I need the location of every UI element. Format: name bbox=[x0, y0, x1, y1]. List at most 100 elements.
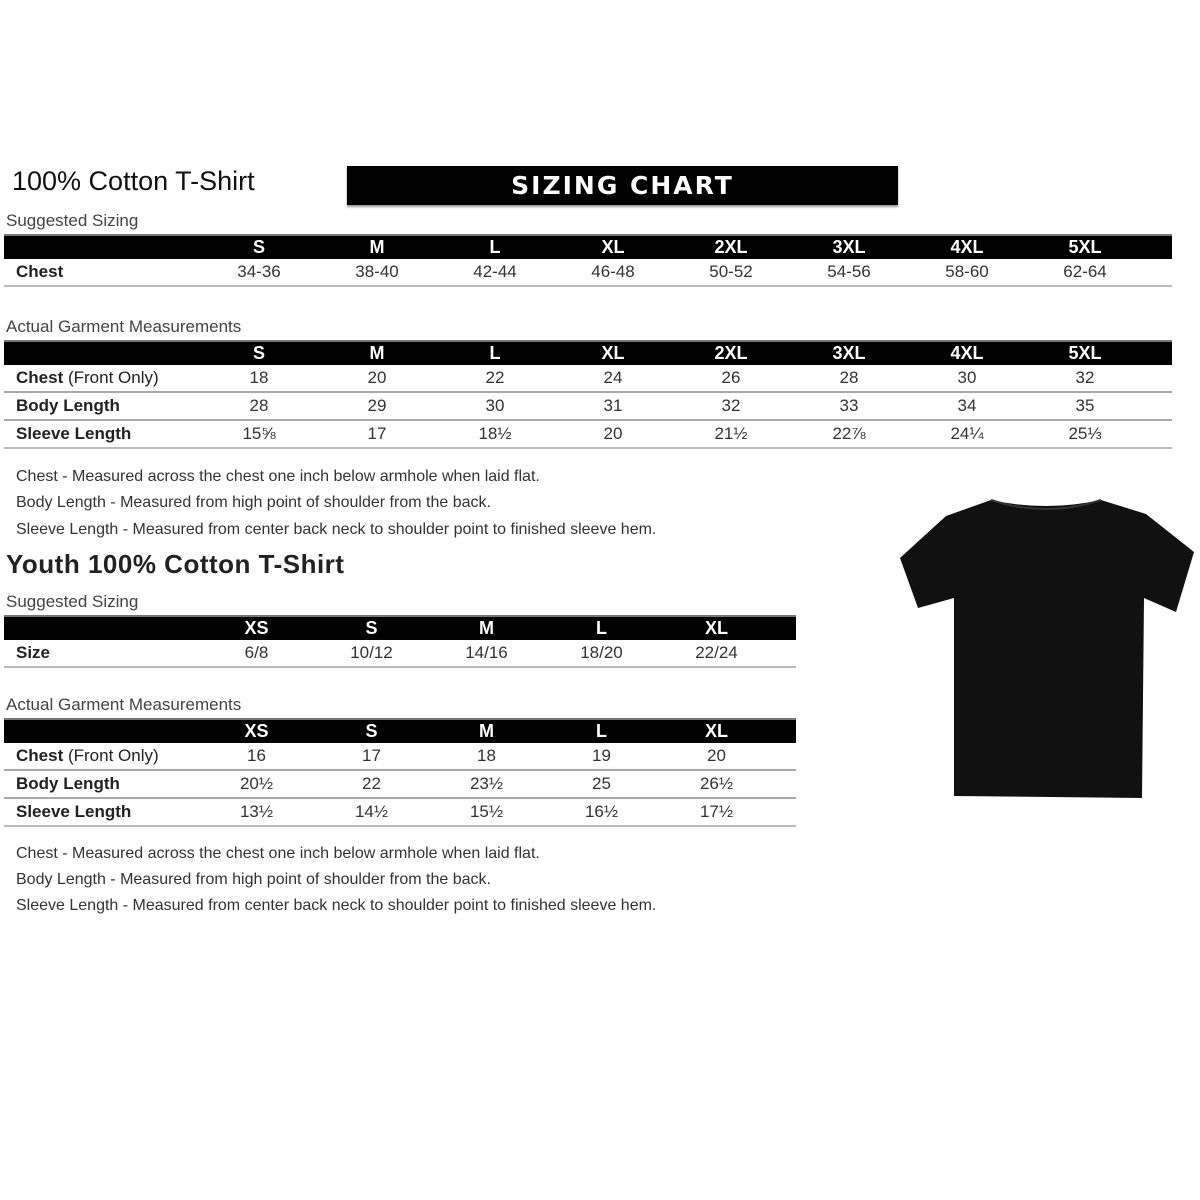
size-header-2xl: 2XL bbox=[714, 343, 748, 363]
size-header-m: M bbox=[479, 721, 494, 741]
size-header-4xl: 4XL bbox=[950, 237, 984, 257]
table-cell: 22 bbox=[362, 774, 381, 793]
size-header-xs: XS bbox=[244, 618, 269, 638]
row-label-suffix: (Front Only) bbox=[63, 368, 159, 387]
table-cell: 18 bbox=[477, 746, 496, 765]
table-cell: 24¼ bbox=[950, 424, 984, 443]
row-label-text: Chest bbox=[16, 368, 64, 387]
size-header-l: L bbox=[489, 343, 501, 363]
size-header-s: S bbox=[252, 343, 265, 363]
table-cell: 20 bbox=[603, 424, 623, 443]
table-cell: 15½ bbox=[469, 802, 504, 821]
table-cell: 15⅝ bbox=[242, 424, 276, 443]
table-cell: 46-48 bbox=[591, 262, 635, 281]
adult-actual-table: S M L XL 2XL 3XL 4XL 5XL Chest (Front Only) 18 20… bbox=[4, 340, 1172, 449]
row-label-text: Chest bbox=[16, 746, 64, 765]
row-label: Chest (Front Only) bbox=[4, 746, 199, 766]
table-cell: 23½ bbox=[469, 774, 504, 793]
size-header-xl: XL bbox=[601, 237, 625, 257]
row-label: Body Length bbox=[4, 396, 200, 416]
table-row: Sleeve Length 13½ 14½ 15½ 16½ 17½ bbox=[4, 799, 796, 827]
size-header-xl: XL bbox=[601, 343, 625, 363]
sizing-chart-banner: SIZING CHART bbox=[347, 166, 898, 205]
size-header-s: S bbox=[365, 721, 378, 741]
table-cell: 54-56 bbox=[827, 262, 871, 281]
youth-note-sleeve-length: Sleeve Length - Measured from center bac… bbox=[16, 897, 657, 914]
table-cell: 20 bbox=[367, 368, 387, 387]
row-label-text: Body Length bbox=[16, 774, 120, 793]
table-cell: 22/24 bbox=[695, 643, 738, 662]
row-label: Chest (Front Only) bbox=[4, 368, 200, 388]
row-label: Chest bbox=[4, 262, 200, 282]
table-cell: 22 bbox=[485, 368, 505, 387]
table-cell: 10/12 bbox=[350, 643, 393, 662]
table-cell: 24 bbox=[603, 368, 623, 387]
table-header: S M L XL 2XL 3XL 4XL 5XL bbox=[4, 234, 1172, 259]
size-header-xs: XS bbox=[244, 721, 269, 741]
table-cell: 18½ bbox=[478, 424, 512, 443]
size-header-xl: XL bbox=[704, 721, 728, 741]
size-header-s: S bbox=[365, 618, 378, 638]
table-cell: 14½ bbox=[354, 802, 389, 821]
adult-suggested-label: Suggested Sizing bbox=[6, 211, 139, 230]
row-label-text: Body Length bbox=[16, 396, 120, 415]
table-cell: 13½ bbox=[239, 802, 274, 821]
size-header-m: M bbox=[369, 343, 385, 363]
table-cell: 42-44 bbox=[473, 262, 517, 281]
table-cell: 32 bbox=[1075, 368, 1095, 387]
table-cell: 19 bbox=[592, 746, 611, 765]
table-cell: 20½ bbox=[239, 774, 274, 793]
table-row: Body Length 20½ 22 23½ 25 26½ bbox=[4, 771, 796, 799]
youth-actual-table: XS S M L XL Chest (Front Only) 16 17 18 19 20 Body… bbox=[4, 718, 796, 827]
row-label: Size bbox=[4, 643, 199, 663]
row-label-text: Sleeve Length bbox=[16, 424, 132, 443]
table-cell: 18 bbox=[249, 368, 269, 387]
table-row: Chest 34-36 38-40 42-44 46-48 50-52 54-56 58-60… bbox=[4, 259, 1172, 287]
row-label: Body Length bbox=[4, 774, 199, 794]
table-header: XS S M L XL bbox=[4, 615, 796, 640]
table-cell: 6/8 bbox=[244, 643, 269, 662]
table-cell: 17 bbox=[362, 746, 381, 765]
table-cell: 14/16 bbox=[465, 643, 508, 662]
note-sleeve-length: Sleeve Length - Measured from center bac… bbox=[16, 521, 657, 538]
tshirt-image bbox=[900, 499, 1194, 798]
table-cell: 18/20 bbox=[580, 643, 623, 662]
size-header-l: L bbox=[596, 618, 607, 638]
table-cell: 30 bbox=[957, 368, 977, 387]
table-cell: 26 bbox=[721, 368, 741, 387]
table-cell: 29 bbox=[367, 396, 387, 415]
table-cell: 21½ bbox=[714, 424, 748, 443]
row-label: Sleeve Length bbox=[4, 802, 199, 822]
table-cell: 17 bbox=[367, 424, 387, 443]
size-header-3xl: 3XL bbox=[832, 237, 866, 257]
table-cell: 22⅞ bbox=[832, 424, 866, 443]
row-label-text: Sleeve Length bbox=[16, 802, 132, 821]
table-cell: 28 bbox=[839, 368, 859, 387]
table-cell: 33 bbox=[839, 396, 859, 415]
size-header-2xl: 2XL bbox=[714, 237, 748, 257]
size-header-5xl: 5XL bbox=[1068, 343, 1102, 363]
table-cell: 62-64 bbox=[1063, 262, 1107, 281]
table-header: XS S M L XL bbox=[4, 718, 796, 743]
size-header-m: M bbox=[479, 618, 494, 638]
table-cell: 34-36 bbox=[237, 262, 281, 281]
note-body-length: Body Length - Measured from high point o… bbox=[16, 494, 491, 511]
table-cell: 30 bbox=[485, 396, 505, 415]
youth-suggested-table: XS S M L XL Size 6/8 10/12 14/16 18/20 22/24 bbox=[4, 615, 796, 668]
table-cell: 58-60 bbox=[945, 262, 989, 281]
table-row: Body Length 28 29 30 31 32 33 34 35 bbox=[4, 393, 1172, 421]
row-label: Sleeve Length bbox=[4, 424, 200, 444]
youth-title: Youth 100% Cotton T-Shirt bbox=[6, 549, 345, 579]
size-header-s: S bbox=[252, 237, 265, 257]
table-cell: 17½ bbox=[699, 802, 734, 821]
table-cell: 50-52 bbox=[709, 262, 753, 281]
size-header-m: M bbox=[369, 237, 385, 257]
youth-note-body-length: Body Length - Measured from high point o… bbox=[16, 871, 491, 888]
table-cell: 26½ bbox=[699, 774, 734, 793]
table-header: S M L XL 2XL 3XL 4XL 5XL bbox=[4, 340, 1172, 365]
adult-title: 100% Cotton T-Shirt bbox=[12, 166, 255, 196]
table-row: Chest (Front Only) 18 20 22 24 26 28 30 32 bbox=[4, 365, 1172, 393]
table-cell: 25⅓ bbox=[1068, 424, 1102, 443]
table-row: Chest (Front Only) 16 17 18 19 20 bbox=[4, 743, 796, 771]
table-cell: 31 bbox=[603, 396, 623, 415]
